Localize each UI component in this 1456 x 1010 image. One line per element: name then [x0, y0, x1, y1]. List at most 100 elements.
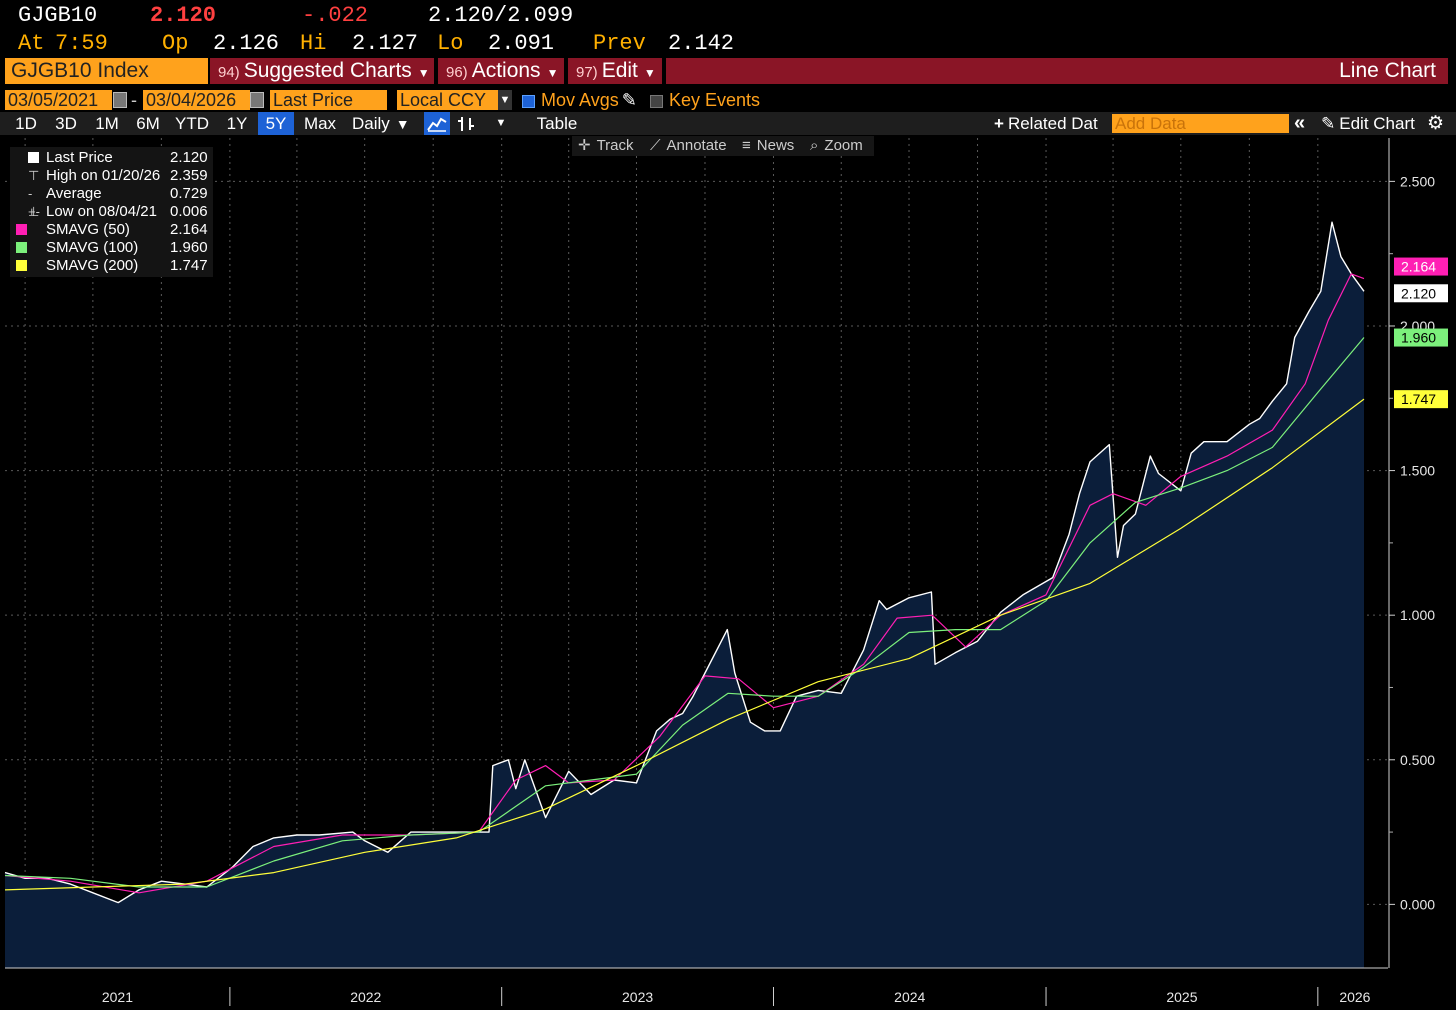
field-select[interactable]: Last Price [270, 90, 387, 110]
legend-high[interactable]: ⊤ High on 01/20/26 2.359 [10, 167, 213, 185]
calendar-icon[interactable] [113, 92, 127, 108]
low-value: 2.091 [488, 31, 555, 56]
related-data-button[interactable]: + Related Dat [994, 112, 1098, 135]
legend-average[interactable]: -+- Average 0.729 [10, 185, 213, 219]
plus-icon: + [994, 114, 1004, 133]
x-tick-label: 2025 [1166, 989, 1197, 1005]
at-label: At [18, 31, 45, 56]
y-tick-label: 0.000 [1400, 896, 1435, 912]
series-line-last-price [4, 221, 1365, 904]
annotate-label: Annotate [666, 137, 727, 154]
legend-last-price[interactable]: Last Price 2.120 [10, 149, 213, 167]
frequency-label: Daily [352, 114, 390, 133]
legend-label: Last Price [46, 149, 113, 166]
currency-value: Local CCY [400, 90, 487, 110]
crosshair-icon: ✛ [578, 137, 591, 154]
annotate-tool[interactable]: ⟋ Annotate [650, 136, 727, 156]
legend-value: 2.120 [170, 149, 208, 166]
calendar-icon[interactable] [250, 92, 264, 108]
chevron-down-icon: ▼ [395, 116, 410, 132]
news-icon: ≡ [742, 137, 751, 154]
range-3d[interactable]: 3D [55, 114, 77, 133]
end-date-field[interactable]: 03/04/2026 [143, 90, 250, 110]
end-date-value: 03/04/2026 [146, 90, 237, 110]
suggested-charts-button[interactable]: 94) Suggested Charts ▼ [210, 58, 434, 84]
field-value: Last Price [273, 90, 354, 110]
price-area [5, 222, 1364, 968]
legend-low[interactable]: ⊥ Low on 08/04/21 0.006 [10, 203, 213, 221]
line-chart-icon[interactable] [424, 112, 450, 135]
frequency-select[interactable]: Daily ▼ [352, 112, 410, 135]
legend-smavg-200[interactable]: SMAVG (200) 1.747 [10, 257, 213, 275]
track-tool[interactable]: ✛ Track [578, 136, 634, 156]
pencil-icon: ✎ [1321, 114, 1336, 133]
legend-value: 2.359 [170, 167, 208, 184]
table-button[interactable]: Table [536, 114, 578, 133]
double-chevron-left-icon[interactable]: « [1294, 112, 1306, 134]
zoom-tool[interactable]: ⌕ Zoom [810, 136, 863, 156]
ohlc-bar-icon[interactable] [454, 112, 478, 135]
currency-select[interactable]: Local CCY [397, 90, 500, 110]
legend-smavg-50[interactable]: SMAVG (50) 2.164 [10, 221, 213, 239]
legend-value: 0.729 [170, 185, 208, 202]
magnifier-icon: ⌕ [810, 137, 819, 154]
bid-ask: 2.120/2.099 [428, 3, 574, 28]
legend-value: 1.747 [170, 257, 208, 274]
edit-number: 97) [576, 64, 598, 81]
range-max[interactable]: Max [303, 114, 337, 133]
news-tool[interactable]: ≡ News [742, 136, 794, 156]
series-line-smavg-200 [4, 398, 1365, 891]
last-price: 2.120 [150, 3, 217, 28]
series-lines [4, 221, 1365, 904]
chevron-down-icon[interactable]: ▼ [495, 117, 507, 129]
range-1m[interactable]: 1M [95, 114, 119, 133]
actions-button[interactable]: 96) Actions ▼ [438, 58, 564, 84]
range-5y[interactable]: 5Y [258, 112, 294, 135]
last-value-tags: 2.164 2.120 1.960 1.747 [1394, 257, 1448, 409]
range-6m[interactable]: 6M [136, 114, 160, 133]
net-change: -.022 [302, 3, 369, 28]
legend-value: 2.164 [170, 221, 208, 238]
pencil-icon[interactable]: ✎ [621, 90, 637, 110]
edit-button[interactable]: 97) Edit ▼ [568, 58, 662, 84]
range-1d[interactable]: 1D [15, 114, 37, 133]
start-date-value: 03/05/2021 [8, 90, 99, 110]
range-bar: 1D 3D 1M 6M YTD 1Y 5Y Max Daily ▼ ▼ Table… [0, 112, 1456, 135]
prev-label: Prev [593, 31, 646, 56]
checkbox-checked-icon [522, 94, 535, 108]
add-data-input[interactable]: Add Data [1112, 114, 1289, 133]
last-value-tag [1394, 390, 1448, 409]
range-1y[interactable]: 1Y [226, 114, 248, 133]
chevron-down-icon[interactable]: ▼ [498, 90, 512, 110]
mov-avgs-toggle[interactable]: Mov Avgs ✎ [522, 90, 637, 110]
low-label: Lo [437, 31, 464, 56]
chevron-down-icon: ▼ [546, 66, 559, 80]
legend-label: SMAVG (100) [46, 239, 139, 256]
x-tick-label: 2024 [894, 989, 925, 1005]
start-date-field[interactable]: 03/05/2021 [5, 90, 112, 110]
range-ytd[interactable]: YTD [175, 114, 209, 133]
x-tick-label: 2023 [622, 989, 653, 1005]
open-label: Op [162, 31, 189, 56]
x-tick-label: 2026 [1339, 989, 1370, 1005]
annotate-icon: ⟋ [650, 137, 661, 154]
security-field[interactable]: GJGB10 Index [5, 58, 208, 84]
legend-label: SMAVG (200) [46, 257, 139, 274]
mov-avgs-label: Mov Avgs [541, 90, 619, 110]
legend-square-icon [16, 260, 27, 271]
edit-chart-label: Edit Chart [1339, 114, 1415, 133]
legend-smavg-100[interactable]: SMAVG (100) 1.960 [10, 239, 213, 257]
last-value-tag-label: 2.120 [1401, 285, 1436, 301]
legend-label: SMAVG (50) [46, 221, 130, 238]
key-events-toggle[interactable]: Key Events [650, 90, 760, 110]
legend-label: High on 01/20/26 [46, 167, 161, 184]
gear-icon[interactable]: ⚙ [1427, 113, 1445, 134]
edit-chart-button[interactable]: ✎ Edit Chart [1321, 112, 1415, 135]
legend-label: Low on 08/04/21 [46, 203, 157, 220]
high-marker-icon: ⊤ [28, 168, 40, 183]
x-tick-label: 2022 [350, 989, 381, 1005]
series-line-smavg-100 [4, 337, 1365, 888]
high-label: Hi [300, 31, 327, 56]
last-value-tag-label: 1.747 [1401, 391, 1436, 407]
